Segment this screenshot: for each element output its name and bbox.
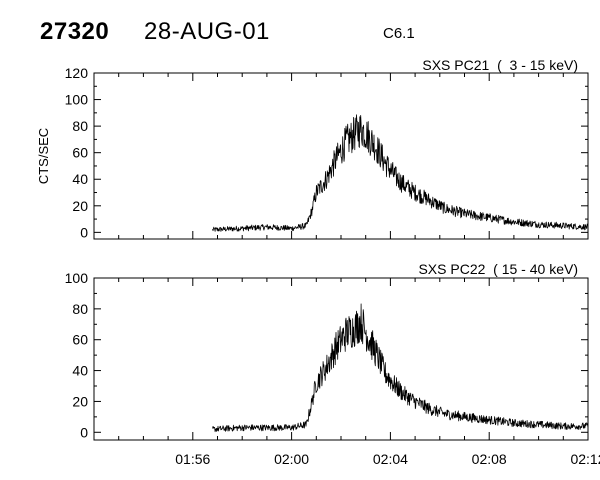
- panel-1-ytick-label: 40: [72, 171, 88, 187]
- panel-1-ytick-label: 20: [72, 198, 88, 214]
- panel-1-ytick-label: 0: [80, 224, 88, 240]
- panel-2-frame: [93, 277, 589, 441]
- panel-2-xtick-label: 02:04: [373, 451, 408, 467]
- flare-class: C6.1: [383, 25, 415, 42]
- panel-2-series-1-line: [212, 303, 589, 433]
- panel-1-title: SXS PC21 ( 3 - 15 keV): [422, 57, 578, 73]
- panel-2-ytick-label: 0: [80, 424, 88, 440]
- panel-1-ytick-label: 80: [72, 118, 88, 134]
- panel-2-ytick-label: 60: [72, 332, 88, 348]
- panel-1-ylabel: CTS/SEC: [36, 128, 51, 184]
- panel-1-ytick-label: 60: [72, 145, 88, 161]
- panel-2-ytick-label: 40: [72, 363, 88, 379]
- panel-1-ytick-label: 100: [65, 92, 89, 108]
- panel-2-ytick-label: 100: [65, 270, 89, 286]
- panel-1-ytick-label: 120: [65, 65, 89, 81]
- panel-2-ytick-label: 80: [72, 301, 88, 317]
- panel-2-xtick-label: 01:56: [175, 451, 210, 467]
- panel-2-title: SXS PC22 ( 15 - 40 keV): [418, 261, 578, 277]
- panel-2-xtick-label: 02:00: [274, 451, 309, 467]
- event-date: 28-AUG-01: [144, 18, 270, 45]
- panel-2-ytick-label: 20: [72, 393, 88, 409]
- panel-2-xtick-label: 02:12: [570, 451, 600, 467]
- event-id: 27320: [40, 18, 110, 45]
- panel-1-series-1-line: [212, 114, 589, 232]
- panel-2-xtick-label: 02:08: [472, 451, 507, 467]
